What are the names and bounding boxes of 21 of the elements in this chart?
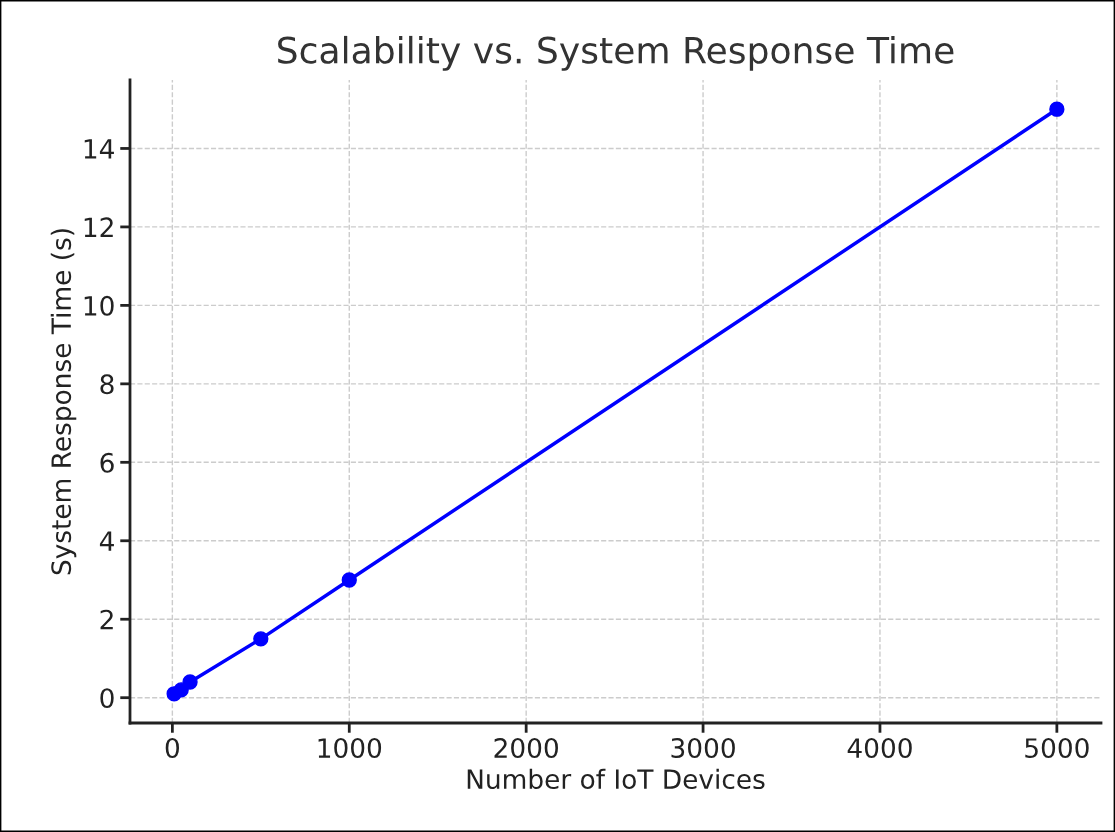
y-tick-label: 12 — [84, 217, 113, 237]
x-tick-label: 5000 — [1025, 738, 1089, 759]
x-axis-title: Number of IoT Devices — [467, 768, 765, 790]
y-tick-label: 0 — [100, 688, 114, 709]
point — [182, 674, 198, 690]
point — [341, 572, 357, 588]
y-axis-title: System Response Time (s) — [50, 229, 77, 575]
y-tick-label: 4 — [99, 531, 114, 551]
point — [253, 631, 269, 647]
y-tick-label: 10 — [84, 295, 114, 316]
y-tick-label: 14 — [84, 139, 114, 159]
y-tick-label: 8 — [100, 374, 114, 395]
point — [1049, 101, 1065, 117]
y-tick-label: 6 — [100, 452, 114, 473]
x-tick-label: 4000 — [847, 738, 912, 759]
x-tick-label: 3000 — [671, 738, 735, 759]
x-tick-label: 1000 — [318, 738, 382, 759]
x-tick-label: 0 — [165, 738, 180, 759]
y-tick-label: 2 — [100, 609, 113, 630]
x-tick-label: 2000 — [494, 738, 558, 759]
chart-title: Scalability vs. System Response Time — [278, 35, 954, 71]
